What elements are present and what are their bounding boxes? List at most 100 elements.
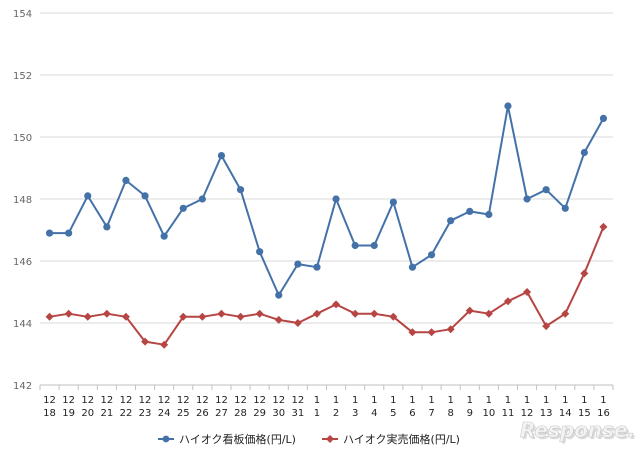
x-tick-label-day: 7 [428,408,434,419]
x-tick-label-day: 4 [371,408,377,419]
data-point [179,312,188,321]
legend-label: ハイオク看板価格(円/L) [179,432,296,446]
data-point [103,223,111,231]
data-point [102,309,111,318]
data-point [198,195,206,203]
x-tick-label-day: 18 [43,408,56,419]
data-point [294,260,302,268]
x-tick-label-day: 20 [81,408,94,419]
x-tick-label-day: 11 [502,408,515,419]
x-tick-label-day: 28 [234,408,247,419]
y-tick-label: 152 [13,71,32,82]
y-tick-label: 150 [13,133,32,144]
data-point [65,229,73,237]
x-tick-label-month: 1 [581,395,587,406]
x-tick-label-month: 12 [81,395,94,406]
data-point [599,114,608,122]
data-point [84,192,92,200]
x-tick-label-day: 31 [291,408,304,419]
x-tick-label-month: 12 [291,395,304,406]
y-axis-ticks: 142 144 146 148 150 152 154 [13,9,32,392]
x-tick-label-day: 14 [559,408,572,419]
data-point [332,300,341,309]
y-tick-label: 154 [13,9,32,20]
x-tick-label-day: 22 [120,408,133,419]
data-point [351,241,359,250]
data-point [121,312,130,321]
data-point [370,309,379,318]
x-tick-label-day: 6 [409,408,415,419]
x-tick-label-day: 10 [482,408,495,419]
y-tick-label: 148 [13,195,32,206]
data-point [523,288,532,296]
x-tick-label-month: 12 [253,395,266,406]
data-point [217,152,226,160]
x-tick-label-month: 12 [43,395,56,406]
x-tick-label-day: 8 [447,408,453,419]
series-line [49,105,605,297]
data-point [274,315,283,324]
x-tick-label-month: 1 [409,395,415,406]
data-point [236,312,245,321]
data-point [446,325,455,334]
x-tick-label-day: 25 [177,408,190,419]
x-tick-label-month: 1 [352,395,358,406]
x-tick-label-day: 24 [158,408,171,419]
x-tick-label-month: 1 [447,395,453,406]
legend: ハイオク看板価格(円/L) ハイオク実売価格(円/L) [158,432,460,446]
data-point [580,269,589,278]
x-tick-label-month: 1 [314,395,320,406]
y-tick-label: 142 [13,381,32,392]
data-point [484,309,493,318]
data-point [160,232,168,240]
data-point [64,309,73,318]
data-point [293,319,302,327]
x-tick-label-month: 12 [100,395,113,406]
data-point [370,241,378,250]
data-point [408,263,417,271]
legend-marker [162,435,170,443]
data-point [485,210,493,219]
x-tick-label-month: 1 [428,395,434,406]
x-tick-label-month: 12 [120,395,133,406]
data-point [427,328,436,337]
legend-label: ハイオク実売価格(円/L) [343,432,460,446]
series-layer [45,102,608,349]
x-tick-label-day: 19 [62,408,75,419]
data-point [255,309,264,318]
y-tick-label: 146 [13,257,32,268]
gridlines [40,12,613,386]
data-point [332,195,340,203]
x-tick-label-month: 1 [543,395,549,406]
data-point [561,204,569,212]
data-point [408,328,417,337]
data-point [45,312,54,321]
x-tick-label-day: 30 [272,408,285,419]
x-axis-ticks: 1218121912201221122212231224122512261227… [39,385,614,419]
data-point [447,217,455,225]
data-point [561,309,570,318]
x-tick-label-day: 23 [139,408,152,419]
x-tick-label-day: 5 [390,408,396,419]
x-tick-label-month: 12 [139,395,152,406]
data-point [580,148,588,157]
x-tick-label-month: 1 [486,395,492,406]
x-tick-label-month: 1 [333,395,339,406]
data-point [45,229,54,237]
x-tick-label-month: 12 [234,395,247,406]
x-tick-label-day: 26 [196,408,209,419]
x-tick-label-month: 12 [158,395,171,406]
x-tick-label-day: 16 [597,408,610,419]
data-point [504,102,512,110]
data-point [389,198,397,206]
x-tick-label-month: 12 [196,395,209,406]
y-tick-label: 144 [13,319,32,330]
x-tick-label-day: 29 [253,408,266,419]
x-tick-label-day: 27 [215,408,228,419]
x-tick-label-day: 21 [100,408,113,419]
data-point [542,186,550,194]
watermark-text: Response. [522,420,637,444]
data-point [122,176,130,184]
